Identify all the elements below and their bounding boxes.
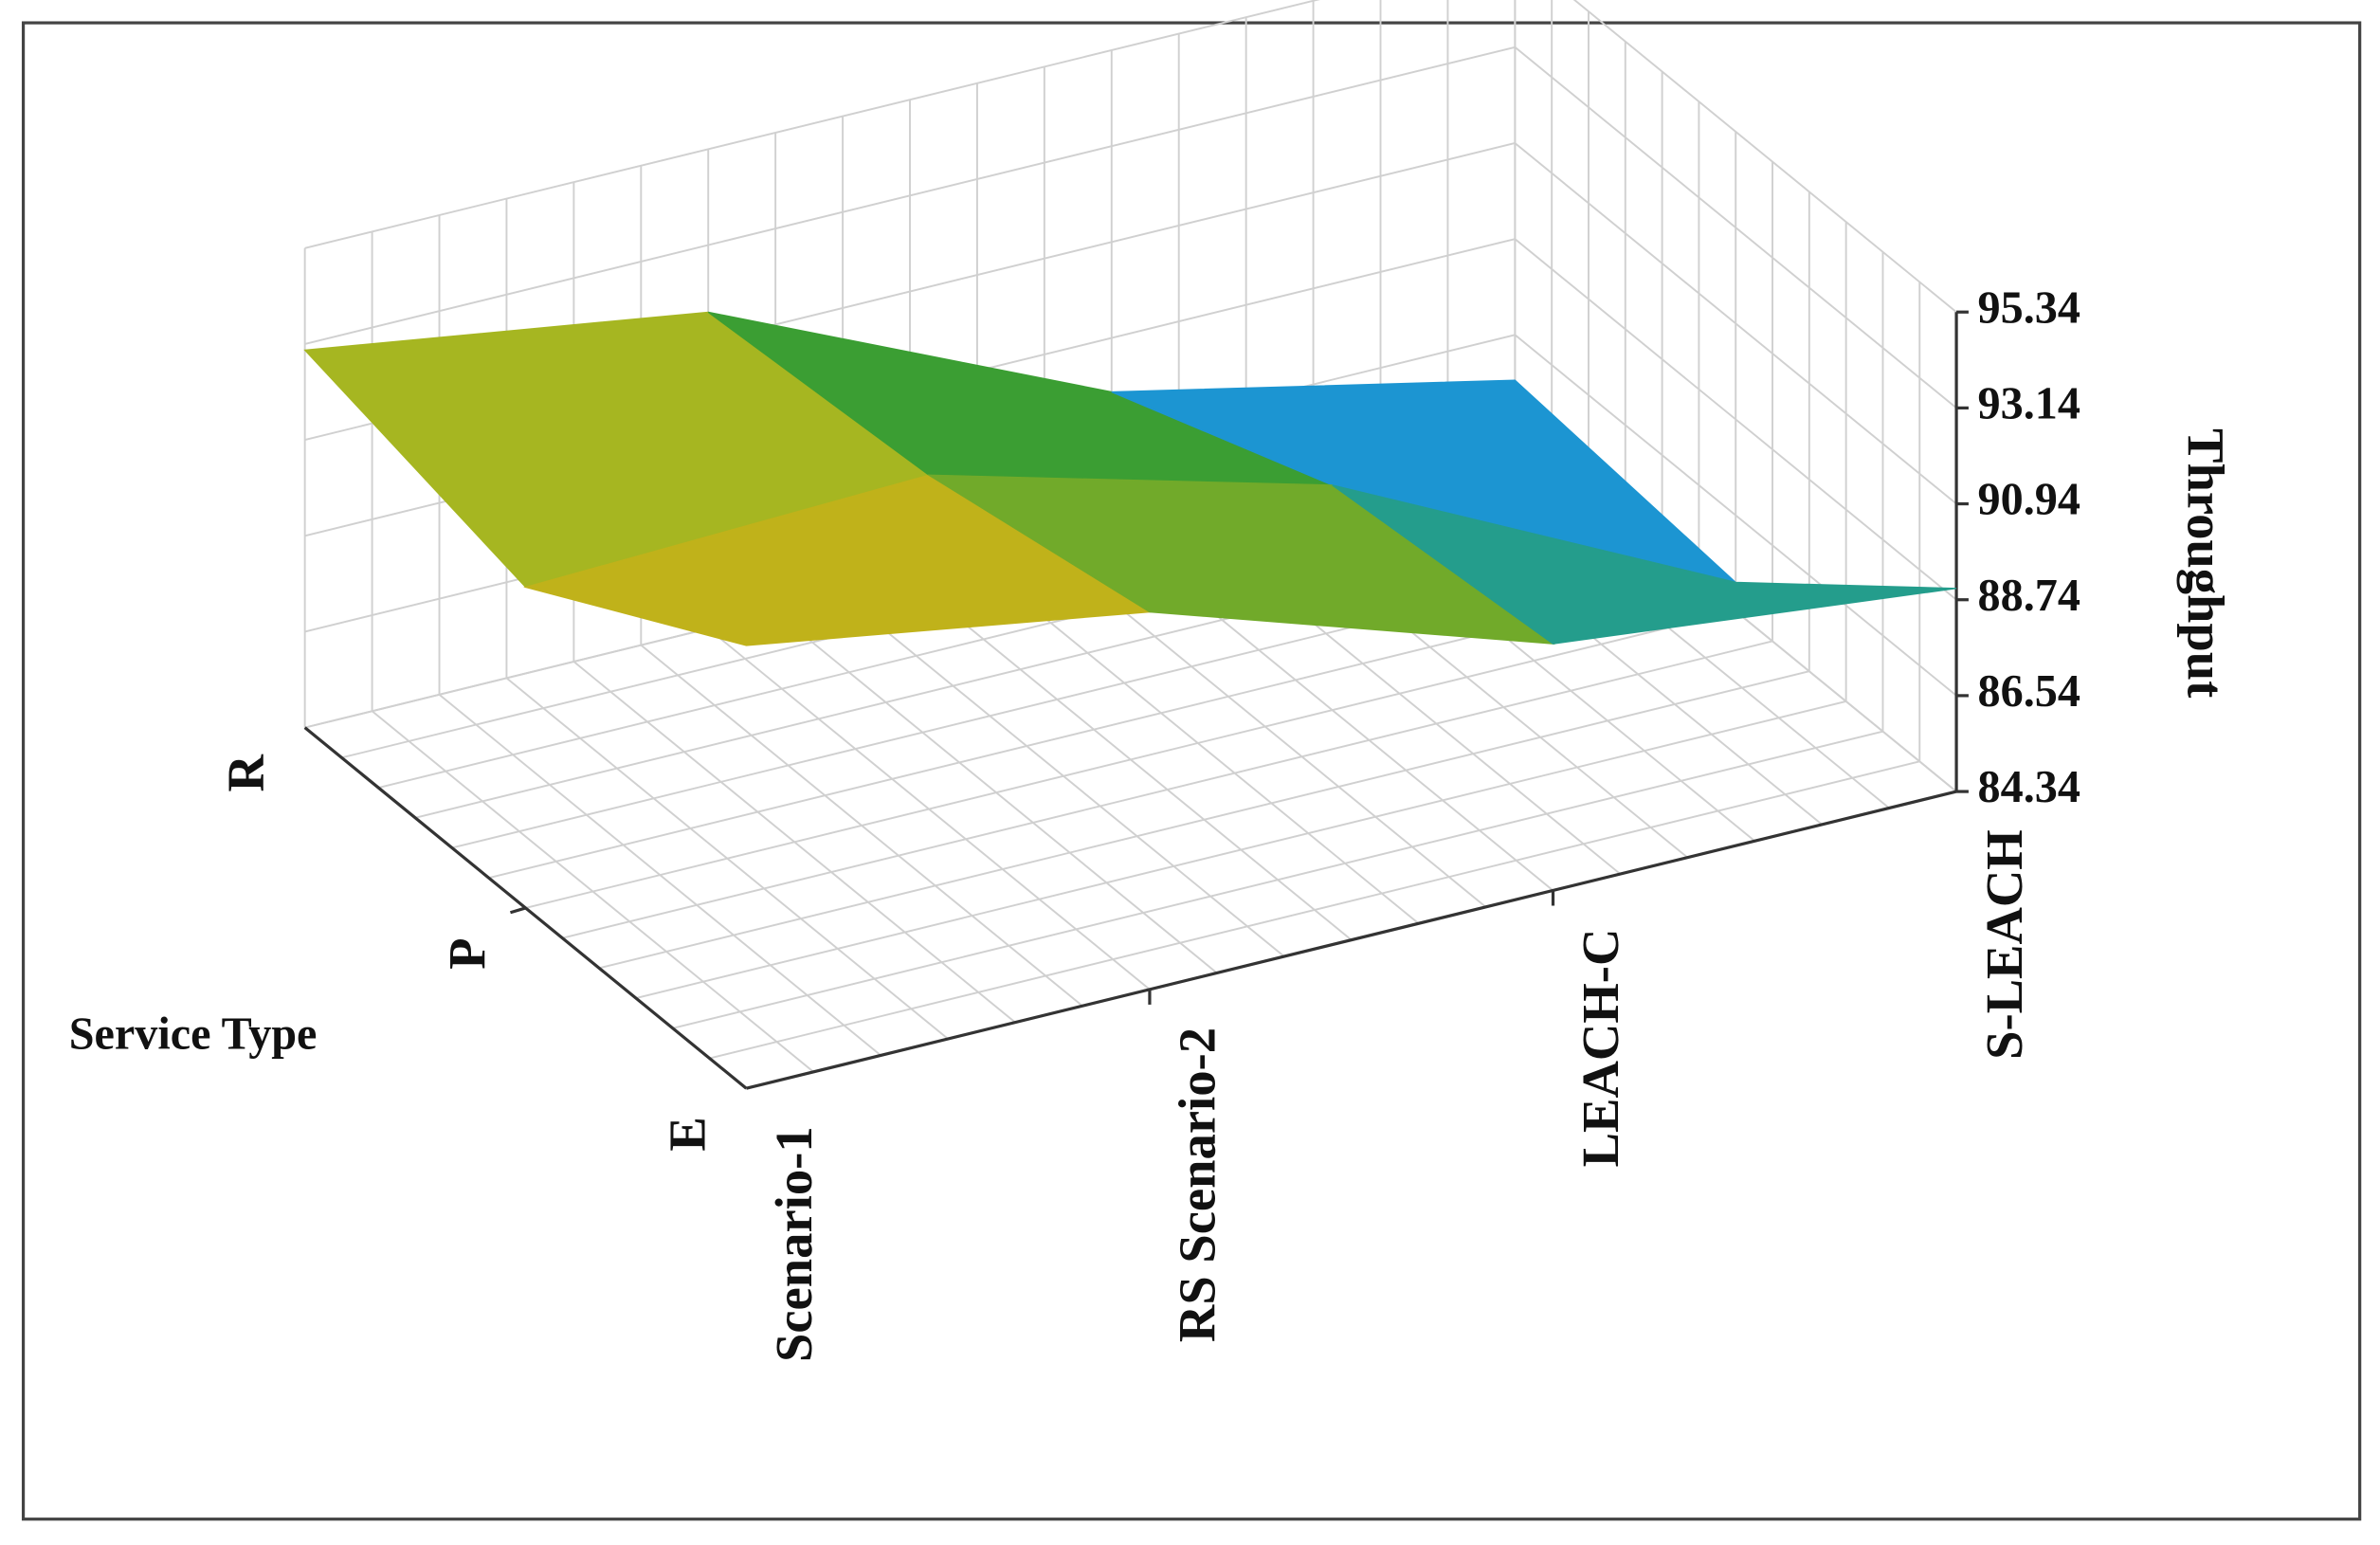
x-tick-label: RS Scenario-2 bbox=[1169, 1027, 1226, 1342]
grid-line bbox=[304, 0, 1320, 249]
surface-patch bbox=[1332, 484, 1957, 645]
frame bbox=[21, 21, 2362, 1521]
grid-line bbox=[1514, 46, 1957, 409]
z-tick-label: 88.74 bbox=[1978, 571, 2080, 621]
z-tick-label: 95.34 bbox=[1978, 282, 2080, 333]
grid-line bbox=[1514, 334, 1957, 697]
depth-axis-title: Service Type bbox=[69, 1009, 318, 1059]
x-tick-label: Scenario-1 bbox=[765, 1126, 823, 1362]
z-tick-label: 84.34 bbox=[1978, 762, 2080, 812]
series-label: P bbox=[438, 937, 496, 969]
floor-grid-line bbox=[598, 670, 1810, 970]
grid-line bbox=[1514, 238, 1957, 601]
grid-line bbox=[1514, 142, 1957, 505]
depth-tick bbox=[509, 906, 526, 915]
floor-grid-line bbox=[635, 700, 1846, 1000]
x-axis bbox=[745, 790, 1957, 1090]
floor-grid-line bbox=[709, 760, 1920, 1060]
grid-line bbox=[304, 45, 1516, 345]
floor-grid-line bbox=[525, 609, 1736, 909]
z-tick-label: 90.94 bbox=[1978, 475, 2080, 525]
grid-line bbox=[1572, 0, 1957, 313]
floor-grid-line bbox=[672, 730, 1883, 1029]
x-tick-label: S-LEACH bbox=[1975, 829, 2033, 1060]
z-tick-label: 86.54 bbox=[1978, 666, 2080, 717]
z-axis-title: Throughput bbox=[2176, 428, 2234, 698]
x-tick-label: LEACH-C bbox=[1572, 929, 1629, 1168]
z-tick-label: 93.14 bbox=[1978, 378, 2080, 428]
series-label: E bbox=[659, 1117, 717, 1151]
floor-grid-line bbox=[562, 640, 1773, 939]
series-label: R bbox=[217, 754, 275, 792]
